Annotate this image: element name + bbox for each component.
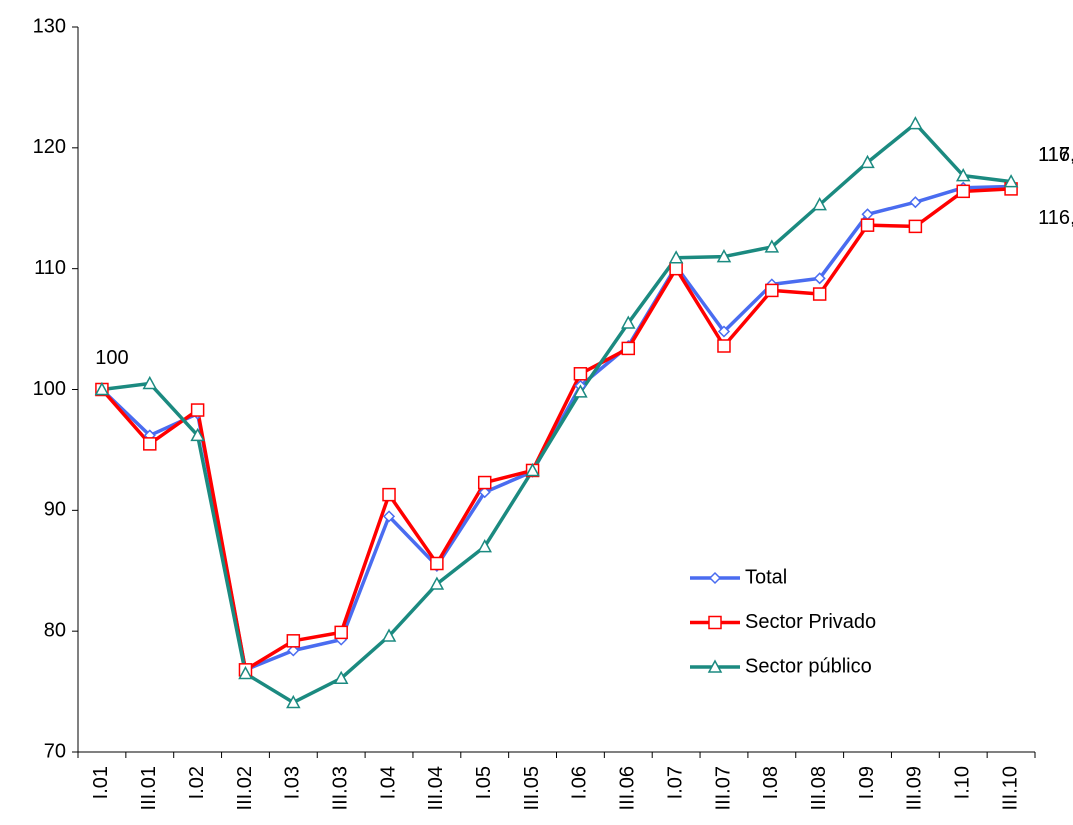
legend-label: Total	[745, 566, 787, 588]
marker	[621, 315, 636, 329]
marker	[525, 462, 540, 477]
marker	[707, 659, 723, 673]
marker	[668, 250, 684, 264]
marker	[812, 287, 827, 301]
marker	[708, 615, 722, 630]
x-tick-label: I.08	[760, 766, 782, 799]
y-tick-label: 100	[33, 378, 66, 400]
x-tick-label: I.06	[569, 766, 591, 799]
marker	[382, 510, 396, 523]
marker	[238, 665, 253, 680]
marker	[708, 571, 722, 585]
marker	[333, 670, 349, 685]
y-tick-label: 80	[44, 619, 66, 641]
x-tick-label: III.05	[521, 766, 543, 810]
marker	[621, 341, 636, 356]
marker	[382, 487, 396, 502]
marker	[573, 384, 588, 398]
marker	[429, 576, 445, 590]
x-tick-label: I.01	[90, 766, 112, 799]
y-tick-label: 110	[34, 257, 66, 279]
marker	[142, 375, 158, 390]
x-tick-label: I.07	[664, 766, 686, 799]
marker	[287, 644, 300, 657]
x-tick-label: III.08	[808, 766, 830, 810]
x-tick-label: III.10	[999, 766, 1021, 810]
x-tick-label: I.03	[282, 766, 304, 799]
marker	[860, 154, 875, 169]
marker	[813, 272, 826, 285]
marker	[955, 168, 971, 182]
legend-label: Sector público	[745, 655, 872, 677]
y-tick-label: 70	[44, 740, 66, 762]
marker	[860, 218, 875, 232]
marker	[717, 325, 731, 338]
marker	[381, 628, 397, 642]
x-tick-label: I.02	[186, 766, 208, 799]
marker	[286, 634, 301, 648]
series-line	[101, 121, 1012, 705]
marker	[430, 556, 444, 571]
marker	[190, 427, 205, 442]
marker	[765, 283, 779, 298]
value-label: 117,2	[1038, 144, 1073, 166]
marker	[286, 694, 301, 709]
marker	[477, 475, 492, 490]
x-tick-label: I.04	[377, 766, 399, 799]
marker	[669, 261, 683, 276]
marker	[717, 339, 731, 353]
marker	[477, 539, 492, 553]
x-tick-label: I.05	[473, 766, 495, 799]
series-line	[100, 187, 1012, 672]
marker	[1003, 174, 1019, 188]
marker	[716, 249, 732, 263]
x-tick-label: I.10	[952, 766, 974, 799]
marker	[908, 219, 923, 234]
value-label: 116,8	[1038, 144, 1073, 166]
x-tick-label: III.06	[617, 766, 639, 810]
x-tick-label: III.07	[712, 766, 734, 810]
marker	[94, 381, 110, 396]
marker	[764, 239, 780, 253]
x-tick-label: III.04	[425, 766, 447, 810]
y-tick-label: 130	[33, 15, 66, 37]
marker	[143, 437, 157, 451]
x-tick-label: III.02	[234, 766, 256, 810]
x-tick-label: I.09	[856, 766, 878, 799]
x-tick-label: III.01	[138, 766, 160, 810]
x-tick-label: III.09	[904, 766, 926, 810]
y-tick-label: 90	[44, 499, 66, 521]
value-label: 100	[95, 347, 128, 369]
legend-label: Sector Privado	[745, 611, 876, 633]
marker	[334, 625, 348, 640]
marker	[573, 367, 588, 381]
y-tick-label: 120	[33, 136, 66, 158]
marker	[909, 196, 922, 209]
marker	[190, 403, 205, 417]
x-tick-label: III.03	[329, 766, 351, 810]
marker	[478, 486, 491, 499]
marker	[956, 184, 970, 199]
marker	[812, 197, 827, 211]
marker	[908, 116, 923, 130]
value-label: 116,6	[1038, 207, 1073, 229]
